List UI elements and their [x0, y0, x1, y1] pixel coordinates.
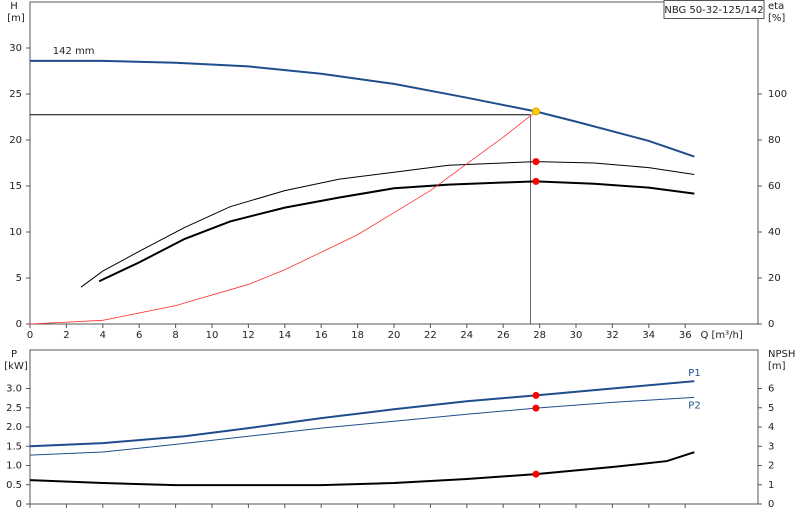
y-tick-label: 0	[16, 319, 22, 330]
x-tick-label: 36	[679, 330, 692, 341]
marker	[532, 404, 540, 412]
x-tick-label: 14	[278, 330, 291, 341]
y-tick-label: 3.0	[6, 384, 22, 395]
y2-tick-label: 6	[768, 384, 774, 395]
curve	[30, 59, 695, 158]
y2-tick-label: 60	[768, 181, 781, 192]
y2-tick-label: 0	[768, 499, 774, 510]
marker	[532, 470, 540, 478]
y2-axis-label: NPSH	[768, 349, 795, 360]
y-tick-label: 0.5	[6, 480, 22, 491]
y2-tick-label: 20	[768, 273, 781, 284]
y2-tick-label: 80	[768, 135, 781, 146]
x-tick-label: 18	[351, 330, 364, 341]
curve	[29, 451, 695, 487]
plot-frame	[29, 1, 759, 325]
x-tick-label: 2	[63, 330, 69, 341]
curve	[29, 396, 695, 456]
y-axis-unit: [kW]	[4, 361, 28, 372]
curve-label: P1	[688, 368, 700, 379]
chart-title: NBG 50-32-125/142	[664, 5, 763, 16]
y-tick-label: 0	[16, 499, 22, 510]
y-tick-label: 1.0	[6, 461, 22, 472]
marker	[532, 177, 540, 185]
x-axis-label: Q [m³/h]	[700, 330, 742, 341]
x-tick-label: 24	[460, 330, 473, 341]
y-tick-label: 20	[9, 135, 22, 146]
y2-tick-label: 4	[768, 422, 774, 433]
marker	[531, 107, 540, 116]
curve	[98, 180, 695, 283]
y2-axis-unit: [m]	[768, 361, 786, 372]
y2-axis-unit: [%]	[768, 13, 785, 24]
plot-frame	[29, 349, 759, 505]
title-box	[663, 0, 765, 19]
curve	[29, 380, 695, 448]
y-axis-label: P	[11, 349, 17, 360]
y2-tick-label: 1	[768, 480, 774, 491]
x-tick-label: 26	[497, 330, 510, 341]
x-tick-label: 20	[388, 330, 401, 341]
x-tick-label: 30	[570, 330, 583, 341]
x-tick-label: 6	[136, 330, 142, 341]
y-tick-label: 1.5	[6, 441, 22, 452]
x-tick-label: 16	[315, 330, 328, 341]
marker	[532, 158, 540, 166]
y2-tick-label: 40	[768, 227, 781, 238]
x-tick-label: 10	[206, 330, 219, 341]
y2-tick-label: 5	[768, 403, 774, 414]
x-tick-label: 0	[27, 330, 33, 341]
curve	[29, 111, 537, 325]
y2-tick-label: 100	[768, 89, 787, 100]
x-tick-label: 22	[424, 330, 437, 341]
x-tick-label: 12	[242, 330, 255, 341]
curve-label: P2	[688, 400, 700, 411]
y2-tick-label: 3	[768, 441, 774, 452]
x-tick-label: 32	[606, 330, 619, 341]
y2-tick-label: 2	[768, 461, 774, 472]
y-axis-label: H	[10, 1, 18, 12]
y-tick-label: 15	[9, 181, 22, 192]
x-tick-label: 28	[533, 330, 546, 341]
y-tick-label: 5	[16, 273, 22, 284]
y-tick-label: 2.0	[6, 422, 22, 433]
y-tick-label: 2.5	[6, 403, 22, 414]
x-tick-label: 4	[100, 330, 106, 341]
curve	[80, 161, 695, 288]
y2-tick-label: 0	[768, 319, 774, 330]
y-axis-unit: [m]	[7, 13, 25, 24]
y-tick-label: 10	[9, 227, 22, 238]
y2-axis-label: eta	[768, 1, 784, 12]
y-tick-label: 30	[9, 43, 22, 54]
marker	[532, 391, 540, 399]
curve-label: 142 mm	[53, 46, 95, 57]
x-tick-label: 34	[642, 330, 655, 341]
y-tick-label: 25	[9, 89, 22, 100]
x-tick-label: 8	[172, 330, 178, 341]
